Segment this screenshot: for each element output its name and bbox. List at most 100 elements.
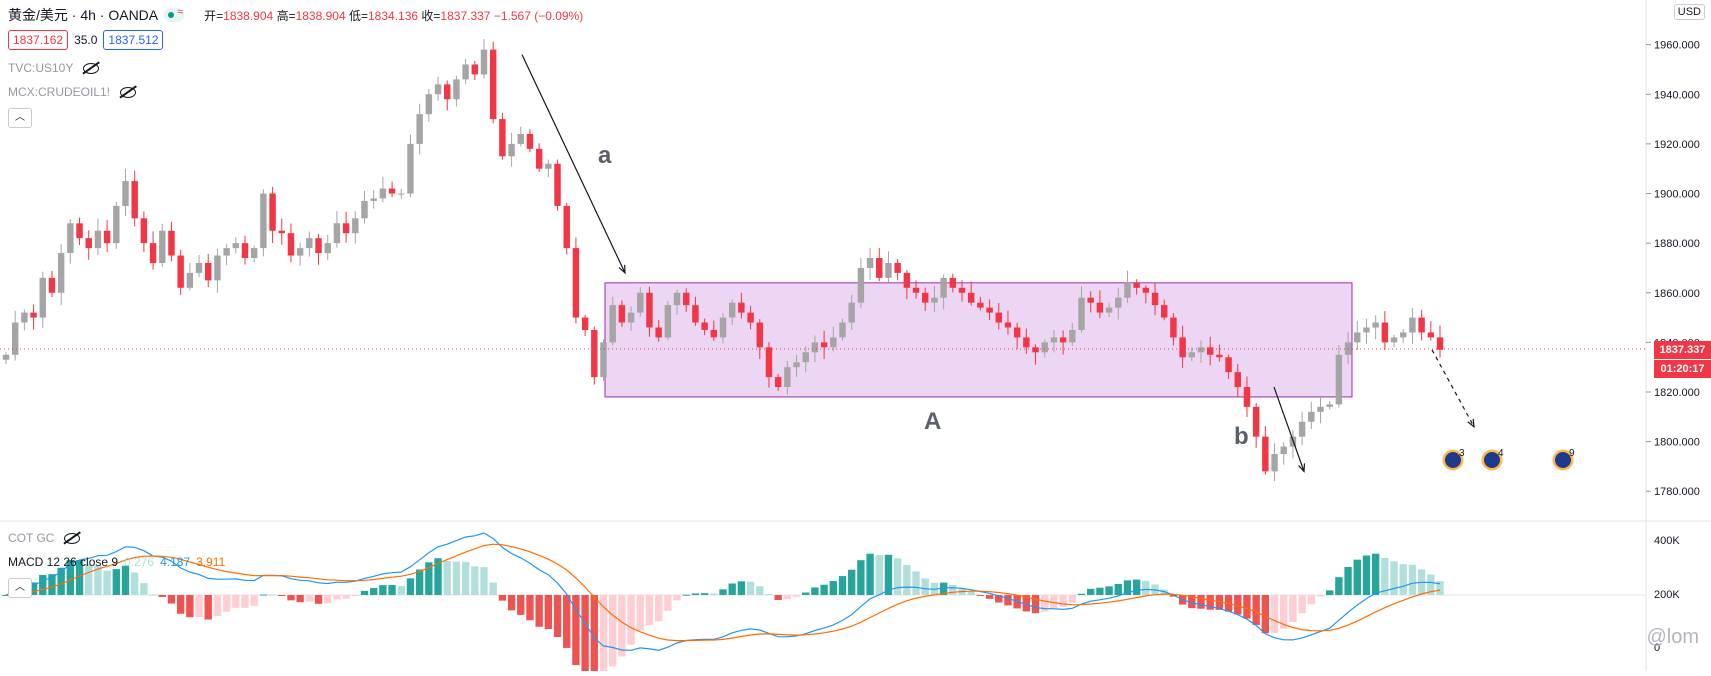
macd-hist-bar (526, 595, 534, 621)
macd-hist-bar (1353, 559, 1361, 595)
macd-hist-bar (1408, 564, 1417, 595)
macd-hist-bar (333, 595, 341, 600)
candle-body (1418, 317, 1425, 333)
overlay-cot[interactable]: COT GC (8, 531, 81, 545)
candle-body (876, 258, 883, 278)
macd-hist-bar (636, 595, 644, 631)
macd-hist-bar (443, 560, 451, 595)
macd-hist-bar (737, 581, 746, 595)
overlay-us10y-label: TVC:US10Y (8, 61, 74, 75)
macd-hist-bar (756, 586, 764, 595)
candle-body (1013, 327, 1021, 338)
macd-hist-bar (875, 554, 883, 595)
macd-hist-bar (167, 595, 176, 604)
candle-body (1069, 329, 1076, 343)
macd-hist-bar (1436, 581, 1444, 595)
macd-hist-bar (1362, 555, 1371, 595)
candle-body (1197, 347, 1205, 353)
macd-hist-bar (654, 595, 663, 622)
candle-body (1381, 322, 1389, 343)
macd-hist-bar (1068, 595, 1076, 603)
macd-hist-bar (1105, 586, 1113, 595)
candle-body (1216, 354, 1223, 358)
macd-hist-bar (489, 582, 497, 595)
candle-body (1133, 282, 1140, 288)
macd-hist-bar (609, 595, 617, 667)
market-status-icon[interactable] (164, 6, 185, 22)
candle-body (278, 230, 285, 234)
macd-hist-bar (700, 593, 709, 595)
macd-hist-bar (1381, 557, 1389, 595)
candle-body (866, 258, 874, 268)
macd-hist-bar (314, 595, 323, 604)
label-a[interactable]: a (598, 142, 612, 169)
collapse-legend-button[interactable]: ︿ (8, 108, 32, 128)
event-count: 9 (1569, 448, 1575, 459)
macd-hist-bar (664, 595, 672, 611)
candle-body (489, 49, 497, 120)
macd-hist-bar (94, 565, 102, 595)
macd-hist-bar (921, 578, 929, 595)
overlay-us10y[interactable]: TVC:US10Y (8, 61, 100, 75)
macd-hist-bar (884, 554, 893, 595)
candle-body (728, 302, 736, 318)
candle-body (1179, 337, 1186, 358)
macd-hist-bar (1261, 595, 1270, 634)
macd-hist-bar (802, 592, 810, 595)
current-price-tag: 1837.337 (1654, 341, 1711, 359)
trend-arrow-a (521, 54, 626, 274)
candle-body (131, 181, 138, 219)
macd-hist-bar (1087, 588, 1095, 595)
hidden-eye-icon[interactable] (120, 86, 137, 98)
candle-body (1142, 287, 1150, 293)
candle-body (205, 262, 212, 281)
candle-body (922, 292, 929, 303)
candle-body (1280, 446, 1287, 455)
currency-button[interactable]: USD (1673, 4, 1705, 20)
macd-hist-bar (1206, 595, 1214, 610)
macd-line (5, 532, 1441, 651)
overlay-crude[interactable]: MCX:CRUDEOIL1! (8, 85, 137, 99)
candle-body (683, 292, 690, 306)
macd-hist-bar (673, 595, 681, 601)
event-count: 3 (1459, 448, 1465, 459)
macd-hist-bar (719, 589, 727, 595)
candle-body (1436, 337, 1444, 350)
candle-body (1427, 332, 1435, 338)
macd-hist-bar (1031, 595, 1040, 614)
candle-body (747, 312, 754, 323)
candle-body (655, 327, 662, 338)
candle-body (306, 238, 313, 249)
symbol-title[interactable]: 黄金/美元 · 4h · OANDA (8, 7, 159, 23)
symbol-legend[interactable]: 黄金/美元 · 4h · OANDA 开=1838.904 高=1838.904… (8, 5, 583, 25)
candle-body (1050, 337, 1058, 343)
macd-hist-bar (1326, 590, 1334, 595)
macd-axis-tick-label: 400K (1654, 535, 1680, 547)
countdown-tag: 01:20:17 (1654, 360, 1711, 378)
candle-body (756, 322, 763, 348)
candle-body (673, 292, 681, 306)
candle-body (609, 305, 616, 343)
macd-hist-bar (811, 587, 819, 595)
hidden-eye-icon[interactable] (83, 62, 100, 74)
price-tick-label: 1820.000 (1654, 387, 1700, 399)
macd-hist-bar (1215, 595, 1224, 610)
hidden-eye-icon[interactable] (64, 532, 81, 544)
collapse-macd-button[interactable]: ︿ (8, 578, 32, 598)
label-b[interactable]: b (1234, 423, 1249, 450)
candle-body (471, 64, 479, 75)
bid-price[interactable]: 1837.162 (8, 30, 69, 50)
macd-legend[interactable]: MACD 12 26 close 9 0.276 4.187 3.911 (8, 555, 225, 569)
macd-hist-bar (305, 595, 314, 602)
candle-body (48, 277, 56, 293)
candle-body (774, 377, 782, 388)
candle-body (250, 248, 258, 259)
macd-axis-tick-label: 0 (1654, 642, 1660, 654)
candle-body (600, 342, 607, 378)
macd-signal-value: 3.911 (196, 555, 226, 569)
macd-hist-bar (360, 590, 369, 595)
ask-price[interactable]: 1837.512 (103, 30, 164, 50)
label-A[interactable]: A (924, 408, 941, 435)
